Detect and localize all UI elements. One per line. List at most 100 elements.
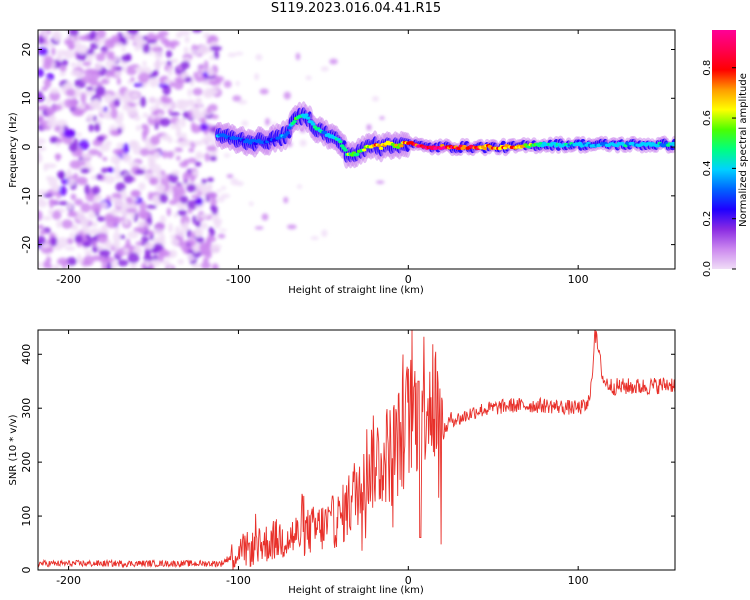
noise-blob <box>43 43 55 48</box>
noise-blob <box>198 184 207 193</box>
ridge-core <box>399 144 404 148</box>
spectrogram-x-axis-label: Height of straight line (km) <box>288 285 424 296</box>
noise-blob <box>48 115 57 122</box>
noise-blob <box>70 193 77 201</box>
noise-blob <box>65 246 76 251</box>
ridge-core <box>577 141 583 145</box>
noise-blob <box>209 155 217 162</box>
noise-blob <box>99 201 108 209</box>
spectrogram-x-ticks: -200 -100 0 100 <box>56 30 589 286</box>
spectrogram-y-tick-label: 20 <box>20 43 33 57</box>
noise-blob <box>83 255 95 267</box>
noise-blob <box>142 60 147 67</box>
noise-blob <box>52 263 60 269</box>
noise-blob <box>176 131 183 138</box>
noise-blob <box>128 161 140 167</box>
noise-blob <box>76 253 82 264</box>
noise-blob <box>126 68 137 76</box>
noise-blob <box>146 204 158 209</box>
noise-blob <box>186 184 197 193</box>
noise-blob <box>148 157 156 167</box>
noise-blob <box>186 199 199 210</box>
noise-blob <box>96 30 107 39</box>
noise-blob <box>151 47 163 52</box>
noise-blob <box>177 79 187 84</box>
noise-blob <box>119 234 126 240</box>
noise-blob <box>80 92 87 103</box>
noise-blob <box>104 38 116 49</box>
snr-y-tick-label: 300 <box>20 398 33 419</box>
ridge-core <box>395 145 401 149</box>
noise-blob <box>176 99 188 105</box>
noise-blob <box>105 241 112 250</box>
noise-blob <box>213 50 220 60</box>
noise-blob <box>69 232 75 240</box>
noise-blob <box>42 30 48 38</box>
noise-blob <box>220 186 227 191</box>
snr-y-tick-label: 0 <box>20 567 33 574</box>
noise-blob <box>188 147 195 153</box>
noise-blob <box>115 202 124 208</box>
noise-blob <box>39 230 47 235</box>
noise-blob <box>67 178 76 186</box>
noise-blob <box>38 261 42 268</box>
noise-blob <box>56 49 68 56</box>
snr-x-ticks: -200 -100 0 100 <box>56 330 589 587</box>
noise-blob <box>183 159 190 166</box>
noise-blob <box>133 82 144 88</box>
noise-blob <box>104 140 112 147</box>
noise-blob <box>321 229 328 238</box>
noise-blob <box>123 217 129 226</box>
noise-blob <box>162 150 168 159</box>
noise-blob <box>174 226 181 237</box>
noise-blob <box>43 78 52 89</box>
noise-blob <box>49 236 58 247</box>
noise-blob <box>99 249 111 257</box>
ridge-core <box>672 143 675 147</box>
noise-blob <box>56 219 63 229</box>
noise-blob <box>159 117 171 127</box>
noise-blob <box>187 208 193 214</box>
snr-panel: -200 -100 0 100 0 100 200 300 400 Height of str… <box>8 329 676 596</box>
noise-blob <box>61 59 69 67</box>
noise-blob <box>80 167 90 174</box>
noise-blob <box>171 42 176 50</box>
noise-blob <box>48 199 59 204</box>
snr-x-tick-label: 0 <box>405 574 412 587</box>
noise-blob <box>206 106 211 114</box>
noise-blob <box>114 165 121 176</box>
noise-blob <box>143 254 153 263</box>
noise-blob <box>283 91 291 100</box>
noise-blob <box>209 45 222 52</box>
noise-blob <box>371 96 380 102</box>
noise-blob <box>88 123 94 132</box>
noise-blob <box>195 203 204 210</box>
noise-blob <box>152 243 164 252</box>
page-title: S119.2023.016.04.41.R15 <box>270 1 442 16</box>
spectrogram-x-tick-label: -100 <box>226 273 251 286</box>
noise-blob <box>186 229 192 238</box>
noise-blob <box>135 66 144 74</box>
noise-blob <box>193 243 199 254</box>
noise-blob <box>201 178 207 185</box>
noise-blob <box>167 136 173 144</box>
noise-blob <box>375 180 385 184</box>
noise-blob <box>158 83 169 88</box>
spectrogram-x-tick-label: 0 <box>405 273 412 286</box>
noise-blob <box>88 211 96 219</box>
snr-x-axis-label: Height of straight line (km) <box>288 585 424 596</box>
noise-blob <box>63 129 75 138</box>
snr-y-tick-label: 200 <box>20 452 33 473</box>
noise-blob <box>154 200 161 206</box>
noise-blob <box>237 99 248 105</box>
ridge-core <box>355 152 360 156</box>
noise-blob <box>91 185 101 195</box>
noise-blob <box>130 190 140 197</box>
noise-blob <box>102 156 108 162</box>
noise-blob <box>176 155 181 161</box>
noise-blob <box>113 98 121 107</box>
noise-blob <box>119 95 126 101</box>
noise-blob <box>199 123 209 131</box>
noise-blob <box>71 97 78 109</box>
